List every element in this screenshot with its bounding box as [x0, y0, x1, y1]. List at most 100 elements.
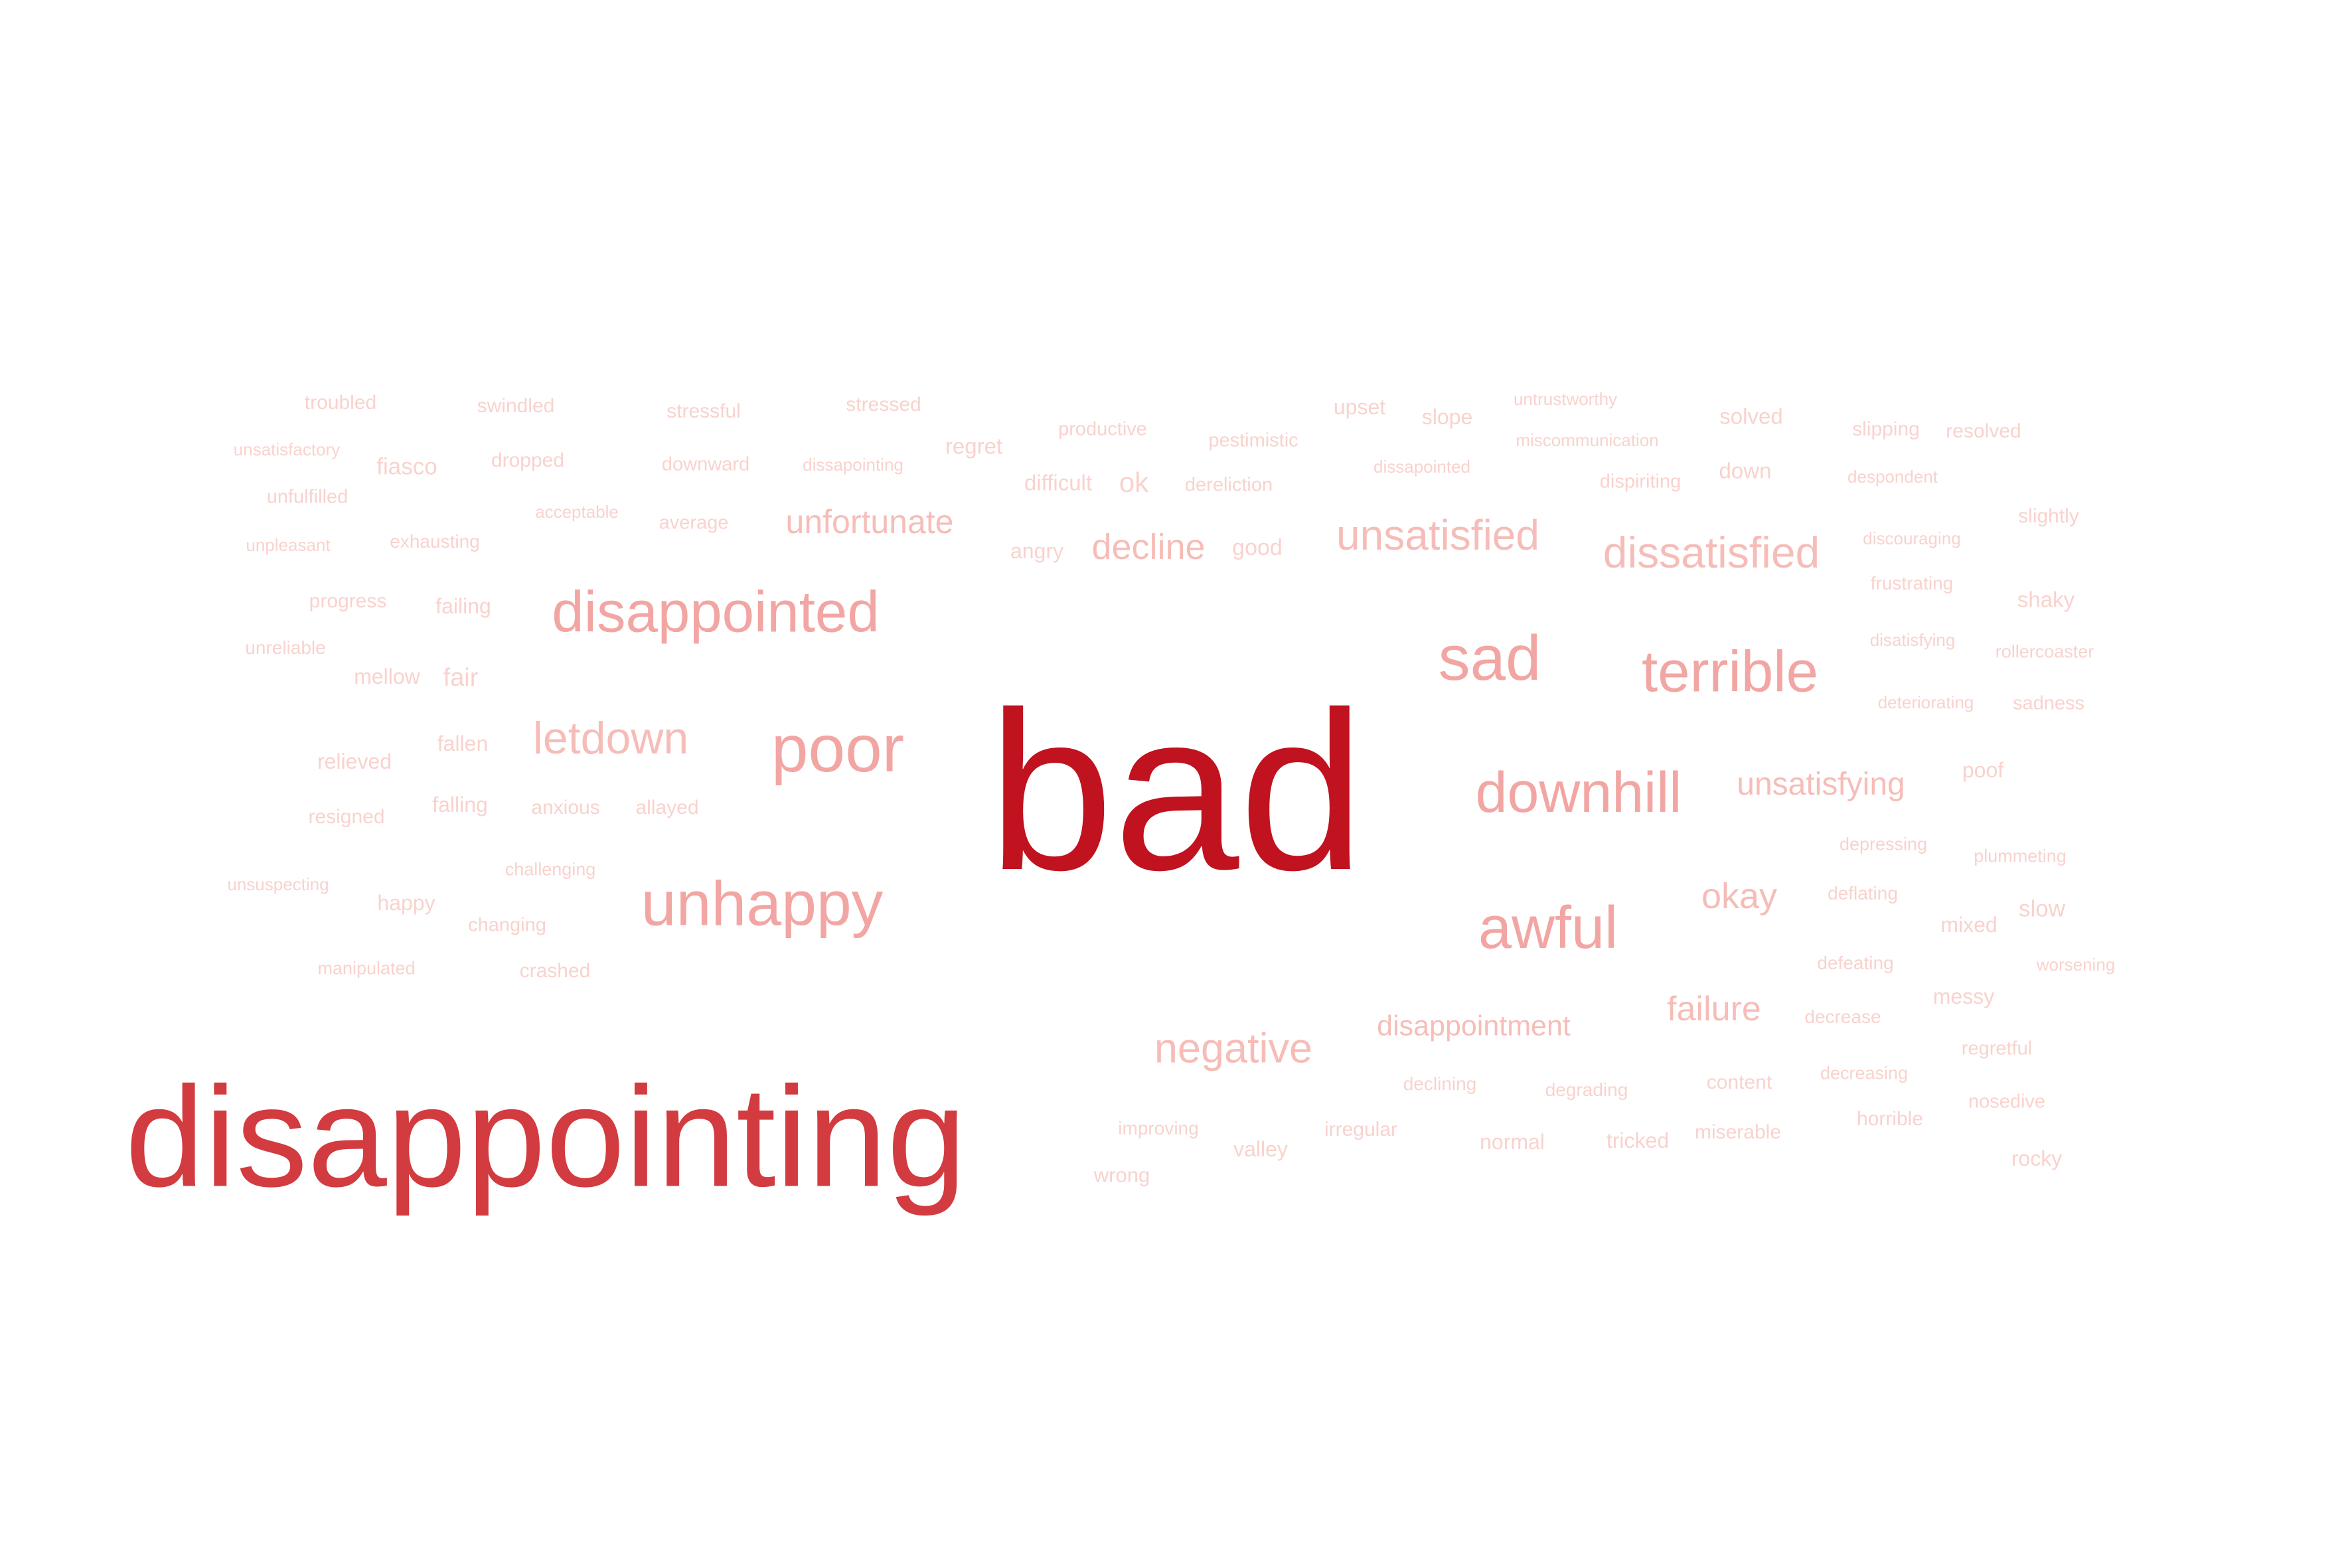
cloud-word: good — [1232, 535, 1283, 560]
cloud-word: miscommunication — [1516, 430, 1659, 450]
cloud-word: nosedive — [1968, 1091, 2046, 1113]
cloud-word: progress — [309, 590, 387, 612]
cloud-word: fair — [443, 664, 479, 692]
cloud-word: crashed — [519, 960, 591, 982]
cloud-word: normal — [1480, 1130, 1545, 1154]
cloud-word: disappointed — [552, 580, 880, 645]
cloud-word: frustrating — [1870, 573, 1954, 593]
cloud-word: resigned — [308, 806, 385, 828]
cloud-word: dereliction — [1184, 474, 1273, 496]
cloud-word: unhappy — [641, 868, 884, 939]
cloud-word: disappointment — [1377, 1010, 1571, 1042]
cloud-word: angry — [1010, 539, 1064, 563]
cloud-word: productive — [1058, 418, 1147, 440]
cloud-word: failing — [435, 594, 491, 618]
cloud-word: defeating — [1817, 953, 1894, 973]
cloud-word: disatisfying — [1869, 630, 1956, 650]
cloud-word: allayed — [635, 797, 699, 819]
cloud-word: discouraging — [1863, 528, 1961, 548]
cloud-word: fallen — [437, 732, 489, 755]
cloud-word: upset — [1333, 395, 1386, 419]
cloud-word: solved — [1719, 404, 1783, 429]
cloud-word: downward — [661, 453, 750, 475]
cloud-word: dissapointed — [1373, 457, 1470, 477]
cloud-word: manipulated — [317, 958, 416, 979]
cloud-word: depressing — [1839, 834, 1928, 854]
cloud-word: stressed — [846, 394, 921, 416]
cloud-word: plummeting — [1974, 846, 2067, 866]
cloud-word: stressful — [666, 400, 741, 422]
cloud-word: awful — [1478, 895, 1618, 961]
cloud-word: unpleasant — [246, 535, 331, 555]
cloud-word: declining — [1403, 1073, 1477, 1094]
cloud-word: wrong — [1093, 1163, 1150, 1187]
cloud-word: slope — [1421, 405, 1473, 429]
cloud-word: downhill — [1475, 761, 1682, 824]
cloud-word: swindled — [477, 395, 555, 417]
cloud-word: ok — [1119, 467, 1149, 498]
cloud-word: messy — [1932, 984, 1995, 1008]
cloud-word: slipping — [1852, 418, 1920, 440]
cloud-word: untrustworthy — [1513, 389, 1618, 409]
cloud-word: unfulfilled — [266, 486, 349, 508]
cloud-word: shaky — [2017, 587, 2075, 612]
cloud-word: sad — [1438, 623, 1541, 694]
cloud-word: unreliable — [245, 637, 326, 658]
cloud-word: despondent — [1847, 467, 1938, 487]
cloud-word: dropped — [491, 449, 565, 471]
cloud-word: deteriorating — [1877, 692, 1974, 712]
cloud-word: dissatisfied — [1603, 528, 1820, 577]
cloud-word: resolved — [1946, 420, 2021, 442]
cloud-word: unfortunate — [785, 503, 954, 540]
cloud-word: decrease — [1804, 1006, 1881, 1027]
cloud-word: poof — [1962, 758, 2004, 782]
cloud-word: troubled — [304, 392, 377, 414]
cloud-word: challenging — [505, 859, 596, 880]
cloud-word: content — [1706, 1071, 1772, 1093]
cloud-word: worsening — [2036, 955, 2116, 975]
cloud-word: mellow — [354, 665, 420, 688]
cloud-word: down — [1719, 458, 1772, 483]
cloud-word: mixed — [1940, 913, 1998, 937]
cloud-word: deflating — [1828, 883, 1898, 903]
cloud-word: terrible — [1642, 639, 1818, 704]
cloud-word: relieved — [317, 749, 392, 773]
cloud-word: anxious — [531, 797, 600, 819]
cloud-word: happy — [377, 891, 435, 915]
cloud-word: fiasco — [376, 453, 437, 480]
cloud-word: falling — [432, 793, 488, 817]
cloud-word: miserable — [1694, 1121, 1782, 1143]
cloud-word: regret — [945, 433, 1003, 459]
cloud-word: exhausting — [390, 531, 480, 552]
cloud-word: slightly — [2018, 505, 2079, 527]
cloud-word: improving — [1118, 1118, 1199, 1138]
cloud-word: unsuspecting — [227, 874, 329, 894]
cloud-word: degrading — [1545, 1079, 1628, 1100]
cloud-word: slow — [2018, 896, 2066, 922]
cloud-word: dissapointing — [803, 455, 903, 475]
cloud-word: bad — [988, 665, 1365, 917]
cloud-word: disappointing — [125, 1056, 967, 1217]
cloud-word: changing — [468, 914, 546, 936]
cloud-word: okay — [1701, 876, 1778, 916]
cloud-word: unsatisfied — [1336, 511, 1539, 559]
cloud-word: poor — [771, 712, 905, 786]
cloud-word: valley — [1233, 1137, 1288, 1161]
cloud-word: letdown — [532, 713, 689, 763]
cloud-word: rocky — [2011, 1146, 2063, 1170]
cloud-word: failure — [1667, 990, 1761, 1028]
cloud-word: irregular — [1324, 1119, 1398, 1140]
cloud-word: average — [659, 512, 729, 534]
cloud-word: acceptable — [535, 502, 619, 522]
cloud-word: regretful — [1961, 1038, 2033, 1059]
cloud-word: pestimistic — [1208, 430, 1298, 451]
cloud-word: decreasing — [1820, 1063, 1909, 1083]
cloud-word: unsatisfying — [1737, 767, 1905, 802]
cloud-word: tricked — [1606, 1129, 1670, 1152]
cloud-word: negative — [1154, 1025, 1313, 1072]
cloud-word: unsatisfactory — [233, 439, 341, 459]
cloud-word: horrible — [1856, 1108, 1924, 1130]
cloud-word: sadness — [2012, 692, 2085, 714]
cloud-word: decline — [1091, 527, 1206, 567]
